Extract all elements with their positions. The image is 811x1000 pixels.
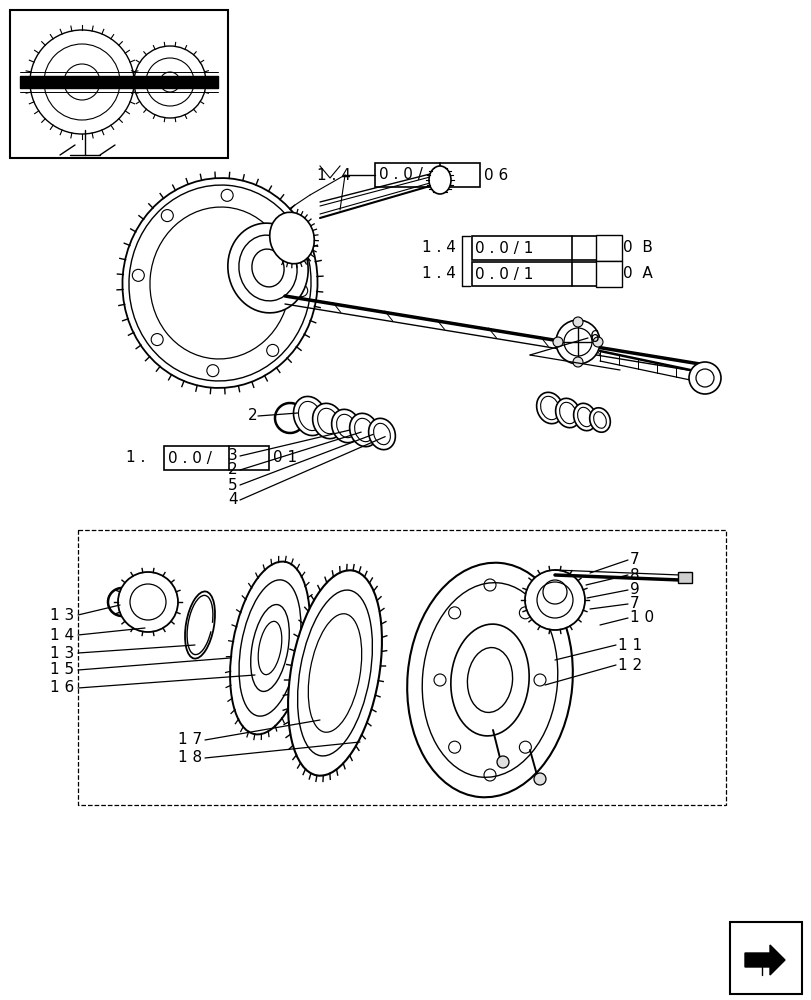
Ellipse shape: [230, 562, 310, 734]
Bar: [10, 10, 228, 158]
Text: 1 6: 1 6: [50, 680, 74, 696]
Bar: [595, 235, 621, 261]
Ellipse shape: [308, 614, 361, 732]
Ellipse shape: [122, 178, 317, 388]
Text: 3: 3: [228, 448, 238, 464]
Ellipse shape: [555, 398, 580, 428]
Ellipse shape: [228, 223, 308, 313]
Text: 7: 7: [629, 552, 639, 568]
Bar: [164, 446, 268, 470]
Circle shape: [534, 773, 545, 785]
Circle shape: [573, 357, 582, 367]
Ellipse shape: [422, 583, 557, 777]
Text: 1 2: 1 2: [617, 658, 642, 672]
Ellipse shape: [269, 212, 314, 264]
Bar: [677, 572, 691, 583]
Bar: [78, 530, 725, 805]
Ellipse shape: [293, 396, 326, 436]
Bar: [595, 261, 621, 287]
Bar: [729, 922, 801, 994]
Text: 8: 8: [629, 568, 639, 582]
Text: 0 . 0 / 1: 0 . 0 / 1: [474, 266, 533, 282]
Text: 4: 4: [228, 492, 238, 508]
Text: 1 8: 1 8: [178, 750, 202, 766]
Text: 1 . 4: 1 . 4: [422, 266, 455, 282]
Ellipse shape: [368, 418, 395, 450]
Circle shape: [592, 337, 603, 347]
Text: 6: 6: [590, 330, 599, 346]
Text: 1 7: 1 7: [178, 732, 202, 748]
Ellipse shape: [406, 563, 572, 797]
Ellipse shape: [536, 392, 563, 424]
Text: 2: 2: [228, 462, 238, 478]
Ellipse shape: [573, 403, 595, 431]
Ellipse shape: [238, 580, 301, 716]
Ellipse shape: [428, 166, 450, 194]
Text: 0 . 0 / 1: 0 . 0 / 1: [474, 240, 533, 255]
Text: 1 1: 1 1: [617, 638, 642, 652]
Polygon shape: [744, 945, 784, 975]
Text: 1 4: 1 4: [50, 628, 74, 643]
Text: 0 1: 0 1: [272, 450, 297, 466]
Text: 1 . 4: 1 . 4: [422, 240, 455, 255]
Text: 0  B: 0 B: [622, 240, 652, 255]
Circle shape: [689, 362, 720, 394]
Text: 1 3: 1 3: [50, 646, 74, 660]
Bar: [375, 163, 479, 187]
Text: 2: 2: [247, 408, 257, 424]
Text: 1 .: 1 .: [126, 450, 145, 466]
Ellipse shape: [297, 590, 372, 756]
Circle shape: [552, 337, 562, 347]
Bar: [471, 262, 620, 286]
Ellipse shape: [185, 591, 215, 659]
Text: 0 6: 0 6: [483, 167, 508, 182]
Bar: [471, 236, 620, 260]
Ellipse shape: [350, 413, 378, 447]
Text: 1 5: 1 5: [50, 662, 74, 678]
Text: 1 . 4: 1 . 4: [316, 167, 350, 182]
Text: 7: 7: [629, 596, 639, 611]
Circle shape: [556, 320, 599, 364]
Circle shape: [573, 317, 582, 327]
Text: 1 3: 1 3: [50, 607, 74, 622]
Circle shape: [496, 756, 508, 768]
Text: 1 0: 1 0: [629, 610, 654, 626]
Ellipse shape: [129, 185, 311, 381]
Ellipse shape: [288, 570, 381, 776]
Circle shape: [118, 572, 178, 632]
Circle shape: [525, 570, 584, 630]
Ellipse shape: [150, 207, 290, 359]
Text: 5: 5: [228, 478, 238, 492]
Text: 9: 9: [629, 582, 639, 597]
Text: 0 . 0 /: 0 . 0 /: [379, 167, 423, 182]
Ellipse shape: [589, 408, 610, 432]
Ellipse shape: [312, 403, 343, 439]
Text: 0  A: 0 A: [622, 266, 652, 282]
Ellipse shape: [331, 409, 360, 443]
Text: 0 . 0 /: 0 . 0 /: [168, 450, 212, 466]
